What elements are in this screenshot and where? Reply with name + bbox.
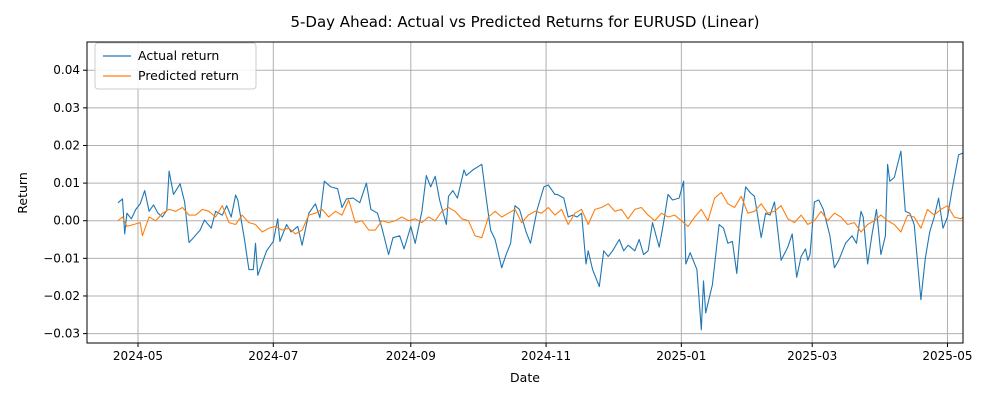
y-tick-label: 0.04	[53, 63, 80, 77]
x-tick-label: 2024-05	[113, 349, 163, 363]
x-tick-label: 2024-11	[521, 349, 571, 363]
x-tick-label: 2025-01	[656, 349, 706, 363]
legend-label-actual: Actual return	[138, 48, 219, 63]
axis-ticks: 2024-05 2024-07 2024-09 2024-11 2025-01 2025-…	[43, 63, 972, 363]
y-tick-label: 0.01	[53, 176, 80, 190]
plot-frame	[86, 41, 964, 344]
legend-box	[94, 42, 257, 90]
y-tick-label: −0.01	[43, 251, 80, 265]
series-line-actual-return	[117, 150, 964, 331]
y-tick-label: 0.00	[53, 214, 80, 228]
y-tick-label: −0.03	[43, 327, 80, 341]
x-tick-label: 2025-03	[787, 349, 837, 363]
y-axis-label: Return	[15, 172, 30, 213]
x-axis-label: Date	[510, 370, 540, 385]
x-tick-label: 2024-07	[248, 349, 298, 363]
x-tick-label: 2025-05	[922, 349, 972, 363]
series-layer	[117, 150, 964, 331]
legend-label-predicted: Predicted return	[138, 68, 239, 83]
series-line-predicted-return	[117, 191, 964, 239]
x-tick-label: 2024-09	[386, 349, 436, 363]
legend: Actual return Predicted return	[94, 42, 257, 90]
chart-title: 5-Day Ahead: Actual vs Predicted Returns…	[290, 13, 759, 31]
grid	[87, 42, 963, 343]
y-tick-label: −0.02	[43, 289, 80, 303]
y-tick-label: 0.02	[53, 138, 80, 152]
y-tick-label: 0.03	[53, 101, 80, 115]
